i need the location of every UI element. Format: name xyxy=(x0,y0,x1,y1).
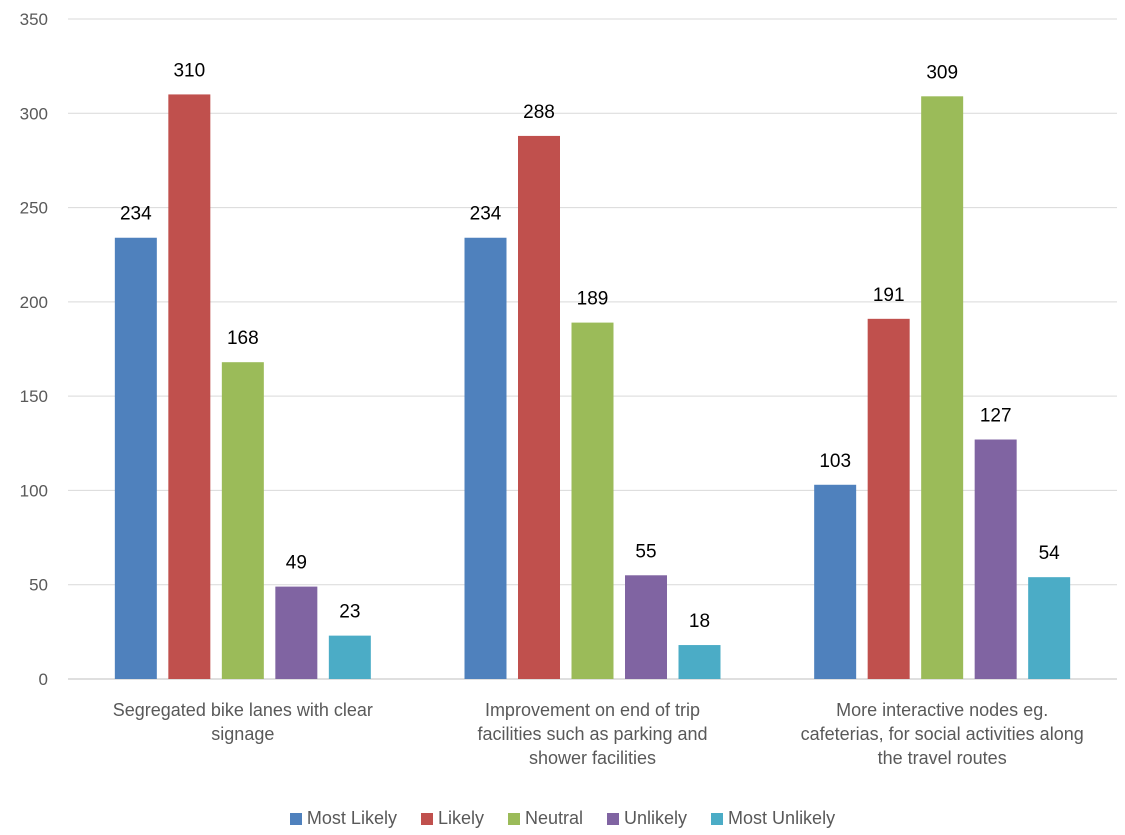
data-label: 127 xyxy=(980,406,1012,427)
data-label: 288 xyxy=(523,102,555,123)
bars xyxy=(114,94,1071,680)
category-labels: Segregated bike lanes with clear signage I… xyxy=(113,700,1084,768)
legend-swatch xyxy=(607,812,620,825)
data-label: 23 xyxy=(339,602,360,623)
bar xyxy=(168,94,211,679)
data-label: 310 xyxy=(173,60,205,81)
bar xyxy=(221,362,264,679)
data-label: 168 xyxy=(227,328,259,349)
data-labels: 234 310 168 49 23 234 288 189 55 18 103 191 309 127 54 xyxy=(120,60,1060,632)
bar xyxy=(867,318,910,679)
y-tick-label: 250 xyxy=(20,199,48,218)
legend-label: Neutral xyxy=(524,808,584,828)
category-label: Improvement on end of trip xyxy=(485,700,700,720)
legend-label: Unlikely xyxy=(624,808,688,828)
legend-label: Most Unlikely xyxy=(728,808,836,828)
category-label: shower facilities xyxy=(529,748,656,768)
category-label: facilities such as parking and xyxy=(477,724,707,744)
legend-swatch xyxy=(507,812,520,825)
legend-item: Most Likely xyxy=(289,808,397,829)
y-tick-label: 300 xyxy=(20,104,48,123)
data-label: 49 xyxy=(286,553,307,574)
category-label: cafeterias, for social activities along xyxy=(801,724,1084,744)
data-label: 103 xyxy=(819,451,851,472)
data-label: 55 xyxy=(635,541,656,562)
legend-swatch xyxy=(420,812,433,825)
legend-label: Most Likely xyxy=(306,808,397,828)
bar xyxy=(328,635,371,679)
category-label: Segregated bike lanes with clear xyxy=(113,700,373,720)
y-tick-label: 150 xyxy=(20,387,48,406)
bar xyxy=(571,322,614,679)
y-tick-label: 50 xyxy=(29,576,48,595)
legend-item: Unlikely xyxy=(607,808,687,829)
bar xyxy=(1028,577,1071,679)
data-label: 309 xyxy=(926,62,958,83)
y-tick-label: 0 xyxy=(39,670,48,689)
bar xyxy=(518,135,560,679)
bar xyxy=(464,237,507,679)
data-label: 234 xyxy=(120,204,152,225)
data-label: 54 xyxy=(1039,543,1061,564)
legend-item: Most Unlikely xyxy=(711,808,835,829)
y-tick-label: 350 xyxy=(20,10,48,29)
bar xyxy=(814,484,857,679)
y-tick-label: 200 xyxy=(20,293,48,312)
legend-swatch xyxy=(711,812,724,825)
category-label: signage xyxy=(211,724,274,744)
legend-swatch xyxy=(289,812,302,825)
data-label: 18 xyxy=(689,611,710,632)
bar xyxy=(678,645,721,679)
data-label: 189 xyxy=(577,289,609,310)
bar xyxy=(625,575,667,679)
bar-chart: 0 50 100 150 200 250 300 350 234 310 168 49 23 234 28… xyxy=(20,10,1117,768)
bar xyxy=(974,439,1017,679)
legend-item: Neutral xyxy=(507,808,584,829)
y-tick-label: 100 xyxy=(20,481,48,500)
legend-label: Likely xyxy=(437,808,484,828)
category-label: More interactive nodes eg. xyxy=(836,700,1048,720)
data-label: 191 xyxy=(873,285,905,306)
y-axis-tick-labels: 0 50 100 150 200 250 300 350 xyxy=(20,10,48,689)
bar xyxy=(275,586,318,679)
bar xyxy=(921,96,964,680)
category-label: the travel routes xyxy=(878,748,1007,768)
bar xyxy=(114,237,157,679)
legend-item: Likely xyxy=(420,808,484,829)
legend: Most Likely Likely Neutral Unlikely Most Unl… xyxy=(0,808,1125,829)
data-label: 234 xyxy=(470,204,502,225)
